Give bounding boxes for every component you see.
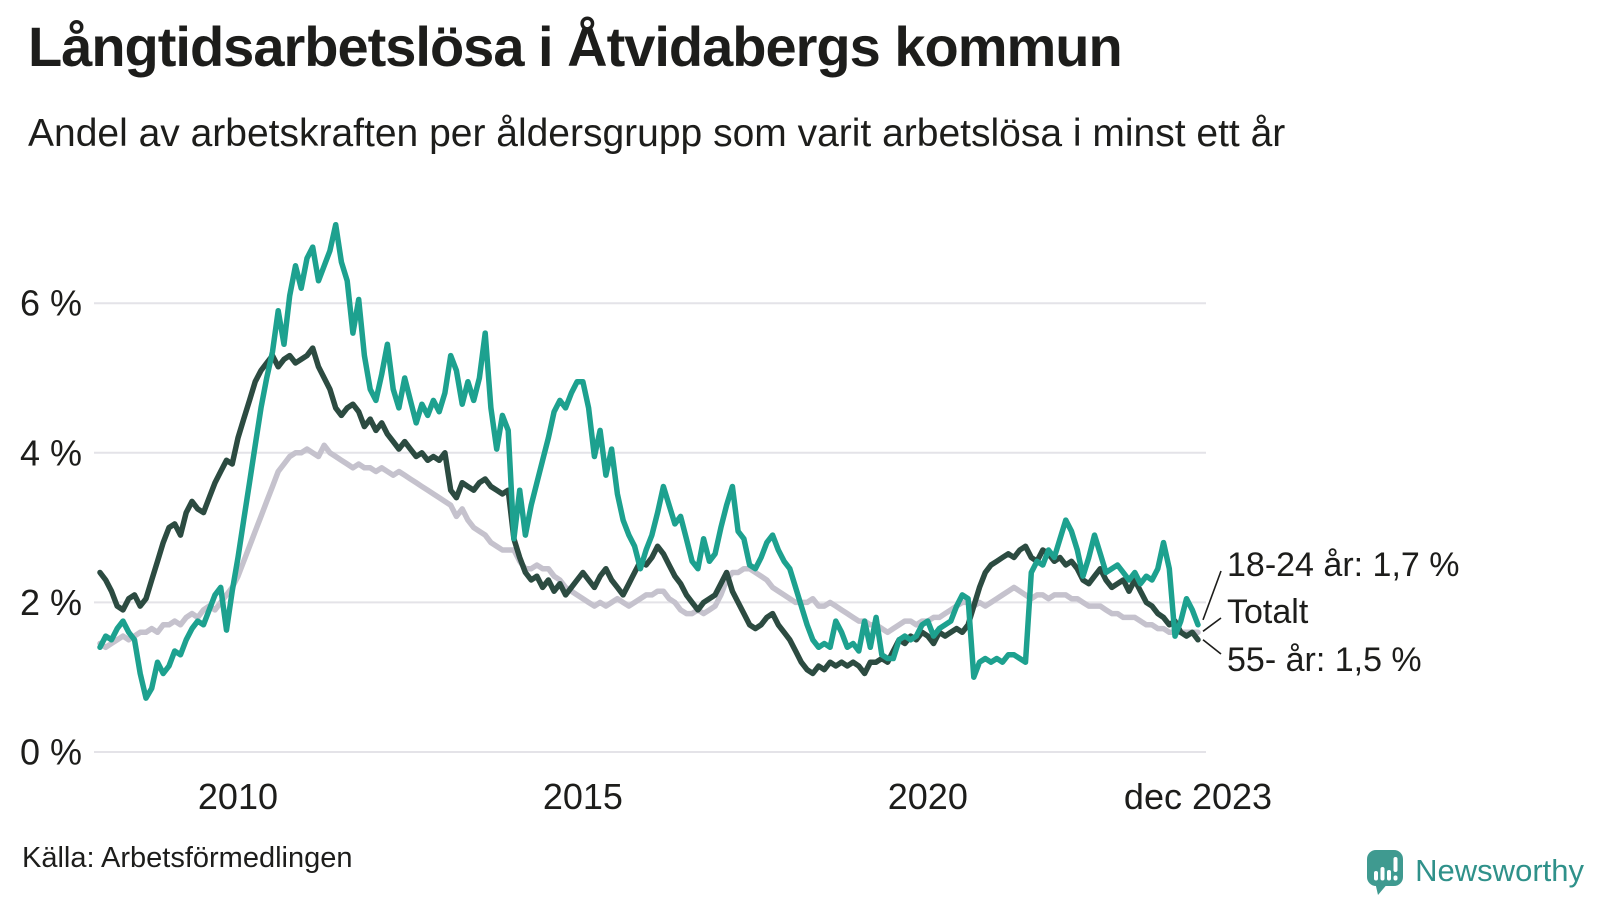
annotation-leader-line xyxy=(1202,570,1222,621)
newsworthy-speech-bubble-chart-icon xyxy=(1367,850,1404,895)
annotation-leader-line xyxy=(1202,639,1222,655)
source-note: Källa: Arbetsförmedlingen xyxy=(22,842,353,874)
chart-subtitle: Andel av arbetskraften per åldersgrupp s… xyxy=(28,112,1286,155)
y-axis-tick-label: 0 % xyxy=(20,732,82,773)
x-axis-tick-label: 2015 xyxy=(543,776,623,817)
newsworthy-wordmark: Newsworthy xyxy=(1415,853,1584,888)
y-axis-tick-label: 6 % xyxy=(20,283,82,324)
series-end-annotations: 18-24 år: 1,7 % Totalt 55- år: 1,5 % xyxy=(1202,546,1459,679)
series-end-label: 18-24 år: 1,7 % xyxy=(1227,546,1459,584)
series-end-label: 55- år: 1,5 % xyxy=(1227,641,1422,679)
x-axis-tick-label: 2020 xyxy=(888,776,968,817)
y-axis-tick-label: 2 % xyxy=(20,582,82,623)
series-lines xyxy=(97,221,1201,701)
x-axis-labels: 2010 2015 2020 dec 2023 xyxy=(198,776,1272,817)
y-axis-tick-label: 4 % xyxy=(20,432,82,473)
newsworthy-logo: Newsworthy xyxy=(1365,846,1584,896)
annotation-leader-line xyxy=(1202,617,1222,632)
series-end-label: Totalt xyxy=(1227,593,1309,631)
x-axis-tick-label: 2010 xyxy=(198,776,278,817)
series-line-totalt xyxy=(97,442,1201,651)
x-axis-tick-label: dec 2023 xyxy=(1124,776,1272,817)
chart-title: Långtidsarbetslösa i Åtvidabergs kommun xyxy=(28,15,1123,78)
y-axis-labels: 0 % 2 % 4 % 6 % xyxy=(20,283,82,773)
gridlines xyxy=(94,302,1206,753)
series-line-18-24-r xyxy=(97,221,1201,701)
series-line-55-r xyxy=(97,345,1201,677)
